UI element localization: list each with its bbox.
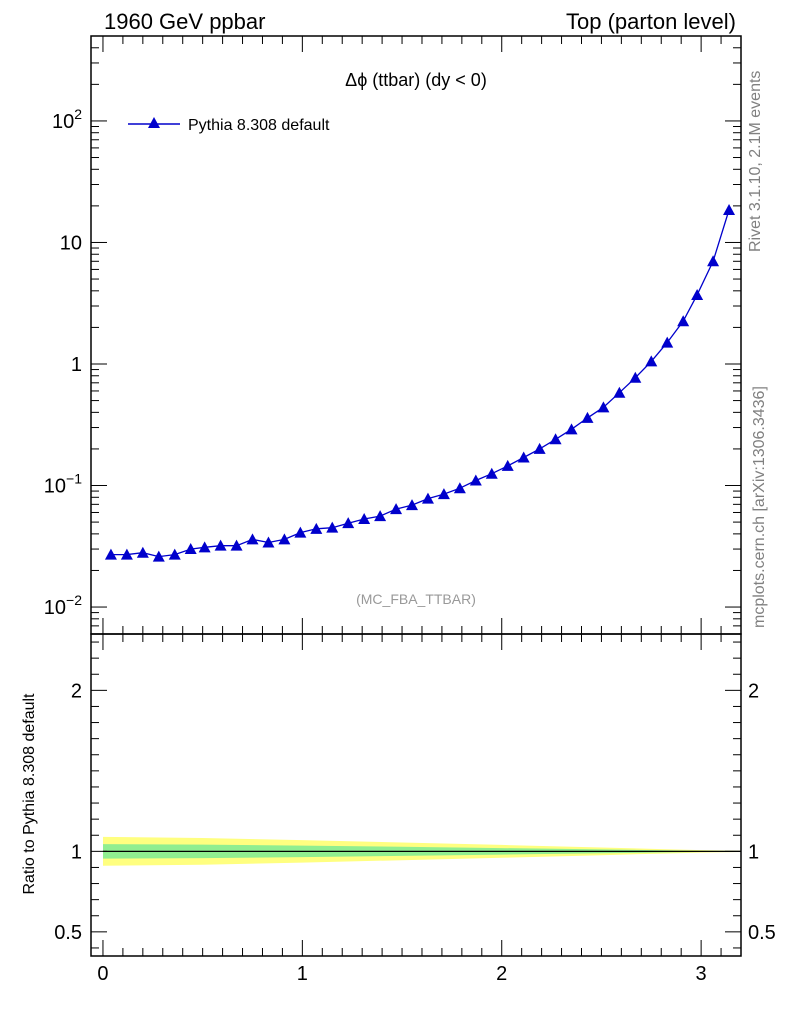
data-point [613, 386, 626, 398]
ratio-y-tick-label-right: 1 [748, 841, 759, 863]
data-point [184, 543, 197, 555]
ratio-panel: 0.5 0.5 1 1 2 2 0 1 2 3 Ratio to Pythia 8.308 de… [21, 633, 776, 985]
data-point [677, 315, 690, 327]
y-tick-label: 10−2 [44, 592, 82, 619]
legend: Pythia 8.308 default [128, 117, 330, 134]
data-point [723, 203, 736, 215]
ratio-y-ticks: 0.5 0.5 1 1 2 2 [54, 641, 776, 949]
data-point [437, 488, 450, 500]
data-point [629, 371, 642, 383]
header-right: Top (parton level) [566, 9, 736, 34]
data-point [485, 467, 498, 479]
data-point [294, 526, 307, 538]
data-point [661, 336, 674, 348]
x-tick-label: 2 [496, 963, 507, 985]
header-left: 1960 GeV ppbar [104, 9, 265, 34]
series-markers [104, 203, 736, 562]
rivet-label: Rivet 3.1.10, 2.1M events [747, 71, 764, 252]
ratio-y-tick-label-right: 2 [748, 680, 759, 702]
data-point [136, 546, 149, 558]
data-point [310, 522, 323, 534]
data-point [533, 442, 546, 454]
data-point [691, 288, 704, 300]
ratio-y-tick-label: 0.5 [54, 922, 82, 944]
data-point [168, 548, 181, 560]
main-y-ticks: 10−2 10−1 1 10 102 [44, 35, 741, 635]
data-point [214, 539, 227, 551]
x-tick-label: 3 [696, 963, 707, 985]
data-point [358, 513, 371, 525]
data-point [326, 521, 339, 533]
y-tick-label: 10 [60, 232, 82, 254]
data-point [104, 548, 117, 560]
data-point [581, 411, 594, 423]
analysis-tag: (MC_FBA_TTBAR) [356, 591, 476, 607]
ratio-y-tick-label-right: 0.5 [748, 922, 776, 944]
x-tick-label: 1 [297, 963, 308, 985]
data-point [230, 539, 243, 551]
data-point [597, 401, 610, 413]
data-point [152, 550, 165, 562]
data-point [453, 482, 466, 494]
data-point [278, 533, 291, 545]
data-point [374, 510, 387, 522]
data-point [549, 433, 562, 445]
data-point [342, 517, 355, 529]
main-x-ticks [102, 36, 742, 634]
mcplots-label: mcplots.cern.ch [arXiv:1306.3436] [751, 386, 768, 628]
y-tick-label: 10−1 [44, 471, 82, 498]
data-point [517, 451, 530, 463]
data-point [246, 533, 259, 545]
data-point [645, 355, 658, 367]
ratio-y-tick-label: 2 [71, 680, 82, 702]
data-point [501, 459, 514, 471]
data-point [421, 492, 434, 504]
legend-label: Pythia 8.308 default [188, 117, 330, 134]
data-point [565, 423, 578, 435]
data-point [262, 536, 275, 548]
y-tick-label: 102 [52, 106, 82, 133]
data-point [390, 503, 403, 515]
data-point [406, 499, 419, 511]
ratio-y-tick-label: 1 [71, 841, 82, 863]
data-point [120, 548, 133, 560]
y-tick-label: 1 [71, 354, 82, 376]
ratio-x-ticks: 0 1 2 3 [97, 634, 742, 985]
ratio-frame [90, 633, 742, 957]
data-point [469, 474, 482, 486]
series-line [110, 209, 730, 558]
data-point [198, 541, 211, 553]
legend-marker [148, 117, 160, 128]
chart-title: Δϕ (ttbar) (dy < 0) [345, 70, 487, 90]
ratio-ylabel: Ratio to Pythia 8.308 default [21, 693, 38, 895]
data-point [707, 255, 720, 267]
x-tick-label: 0 [97, 963, 108, 985]
main-panel: 10−2 10−1 1 10 102 Δϕ (ttbar) (dy < 0) Pythi… [44, 35, 742, 635]
